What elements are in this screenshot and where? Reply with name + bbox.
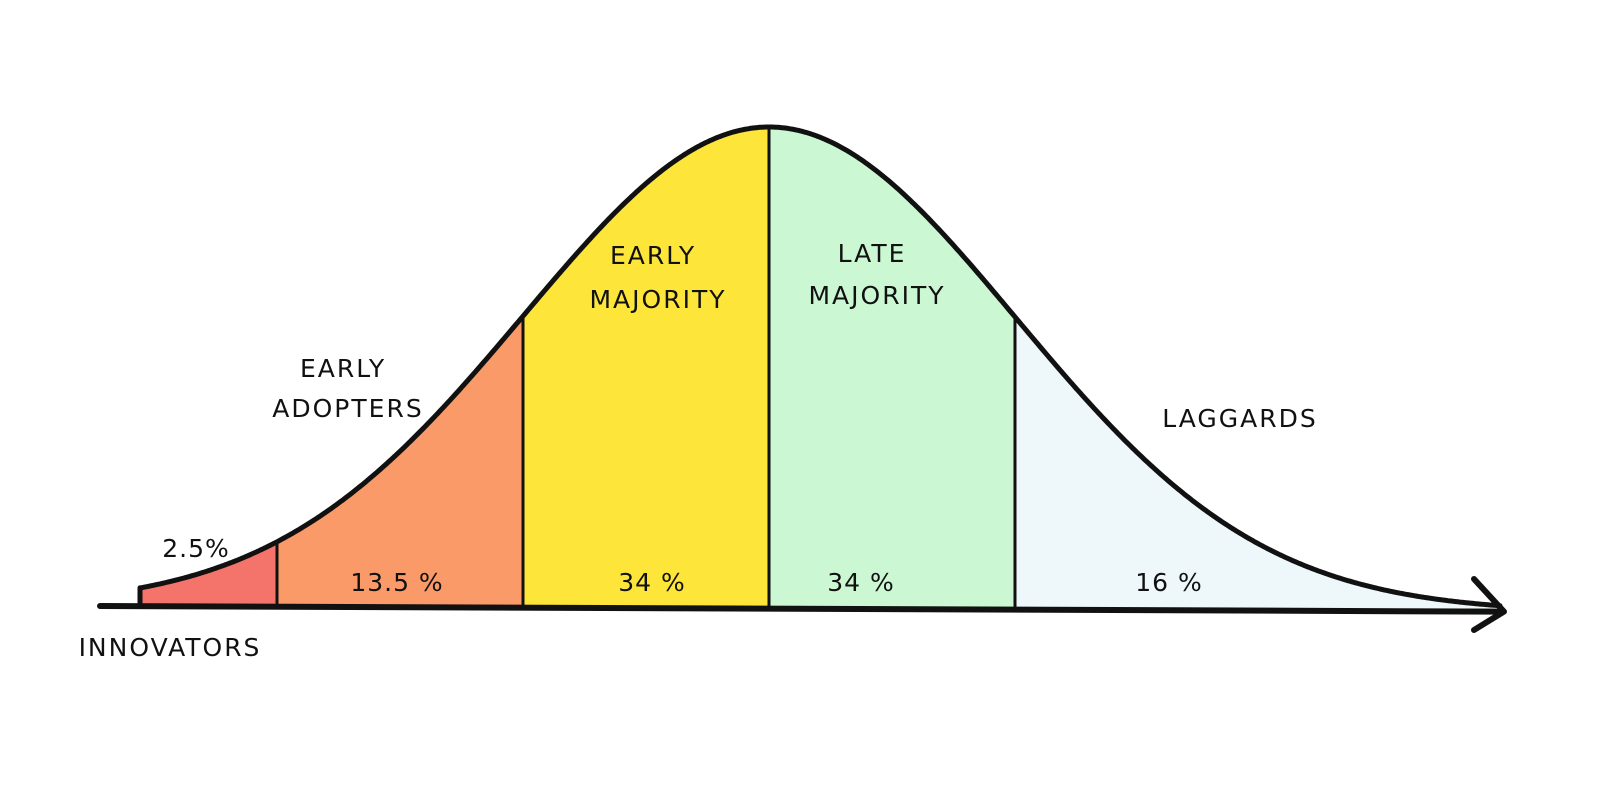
early-adopters-percent: 13.5 % — [350, 568, 443, 597]
late-majority-label-line-2: MAJORITY — [808, 281, 945, 310]
early-majority-segment — [523, 127, 769, 609]
early-majority-label: EARLY MAJORITY — [589, 241, 726, 314]
innovators-percent: 2.5% — [162, 534, 230, 563]
early-majority-percent: 34 % — [618, 568, 686, 597]
laggards-label: LAGGARDS — [1162, 404, 1318, 433]
early-majority-label-line-1: EARLY — [610, 241, 696, 270]
bell-curve — [137, 124, 1503, 609]
laggards-segment — [1015, 316, 1500, 612]
laggards-label-line: LAGGARDS — [1162, 404, 1318, 433]
segment-dividers — [275, 125, 1017, 612]
x-axis-line — [97, 603, 1503, 615]
innovators-label: INNOVATORS — [79, 633, 262, 662]
early-majority-label-line-2: MAJORITY — [589, 285, 726, 314]
early-adopters-label-line-1: EARLY — [300, 354, 386, 383]
early-adopters-label: EARLY ADOPTERS — [272, 354, 423, 423]
innovators-label-line: INNOVATORS — [79, 633, 262, 662]
early-adopters-label-line-2: ADOPTERS — [272, 394, 423, 423]
x-axis-arrowhead — [1471, 576, 1507, 633]
laggards-percent: 16 % — [1135, 568, 1203, 597]
late-majority-segment — [769, 127, 1015, 610]
late-majority-percent: 34 % — [827, 568, 895, 597]
late-majority-label-line-1: LATE — [838, 239, 907, 268]
late-majority-label: LATE MAJORITY — [808, 239, 945, 310]
